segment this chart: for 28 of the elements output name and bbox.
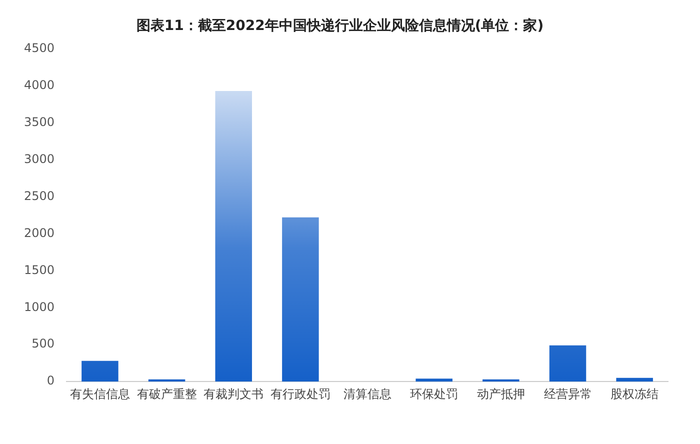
y-tick-label: 4500 — [24, 40, 55, 55]
y-tick-label: 2500 — [24, 188, 55, 203]
y-tick-label: 3500 — [24, 114, 55, 129]
bar — [616, 378, 653, 382]
x-tick-label: 经营异常 — [544, 386, 592, 401]
x-tick-label: 清算信息 — [343, 386, 392, 401]
x-tick-label: 动产抵押 — [476, 386, 525, 401]
y-tick-label: 0 — [46, 374, 55, 388]
x-tick-label: 环保处罚 — [410, 386, 458, 401]
bar — [282, 217, 319, 382]
y-tick-label: 1000 — [24, 300, 55, 314]
y-tick-label: 4000 — [24, 78, 55, 92]
x-tick-label: 有裁判文书 — [204, 386, 264, 401]
x-tick-label: 股权冻结 — [610, 386, 659, 401]
y-tick-label: 2000 — [24, 226, 55, 240]
y-tick-label: 1500 — [24, 262, 55, 277]
x-tick-label: 有破产重整 — [136, 386, 197, 401]
bar — [148, 379, 186, 382]
bar — [215, 90, 252, 382]
y-tick-label: 3000 — [24, 152, 55, 166]
chart-title: 图表11：截至2022年中国快递行业企业风险信息情况(单位：家) — [136, 17, 544, 34]
bar — [482, 379, 520, 382]
x-tick-label: 有失信信息 — [70, 386, 130, 401]
bar — [549, 345, 586, 382]
bar — [82, 360, 118, 382]
y-tick-label: 500 — [32, 336, 55, 351]
bar — [416, 378, 452, 382]
x-tick-label: 有行政处罚 — [270, 386, 330, 401]
